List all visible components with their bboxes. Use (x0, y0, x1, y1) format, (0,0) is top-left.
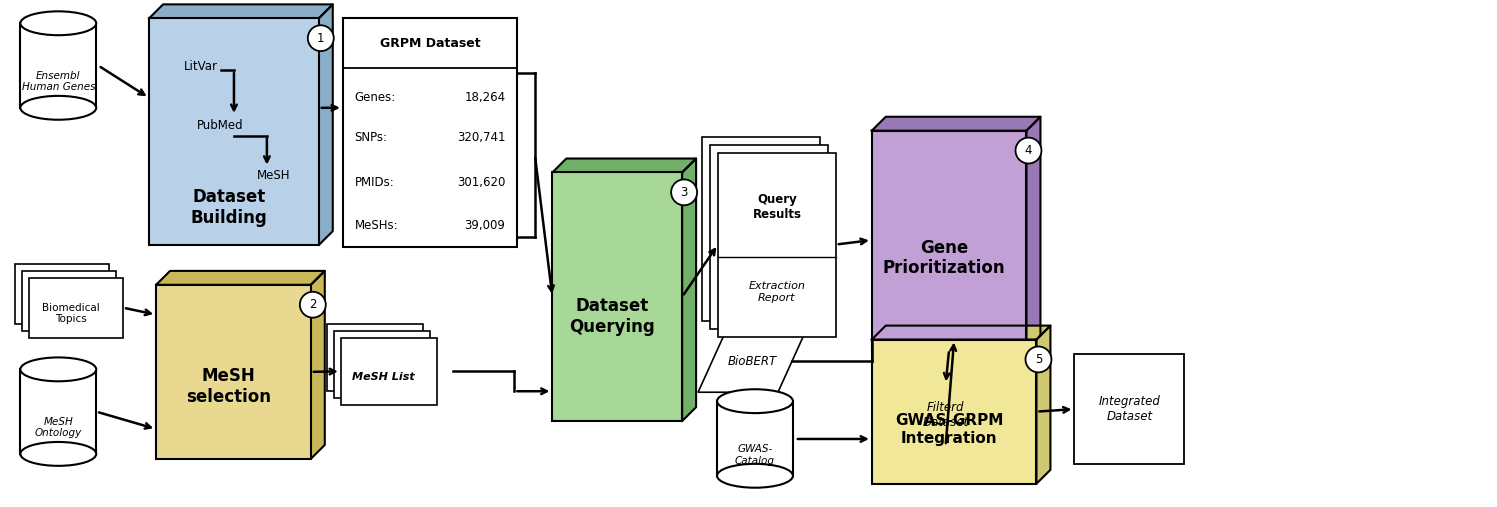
Text: Ensembl
Human Genes: Ensembl Human Genes (21, 70, 94, 92)
Text: MeSH
selection: MeSH selection (186, 368, 271, 406)
Circle shape (299, 292, 326, 318)
FancyBboxPatch shape (1075, 354, 1184, 464)
Text: Biomedical
Topics: Biomedical Topics (42, 303, 100, 324)
Text: MeSH: MeSH (257, 169, 290, 182)
Text: 2: 2 (308, 298, 316, 311)
FancyBboxPatch shape (156, 285, 311, 459)
Polygon shape (871, 325, 1051, 340)
FancyBboxPatch shape (886, 384, 1004, 446)
Ellipse shape (21, 357, 96, 381)
Text: 5: 5 (1034, 353, 1042, 366)
Polygon shape (319, 5, 332, 245)
Text: 4: 4 (1025, 144, 1033, 157)
FancyBboxPatch shape (15, 264, 109, 323)
Polygon shape (311, 271, 325, 459)
FancyBboxPatch shape (702, 137, 820, 320)
FancyBboxPatch shape (341, 338, 437, 405)
FancyBboxPatch shape (326, 323, 422, 391)
Polygon shape (156, 271, 325, 285)
Ellipse shape (21, 442, 96, 466)
Text: GWAS-GRPM
Integration: GWAS-GRPM Integration (895, 413, 1003, 446)
Text: Query
Results: Query Results (753, 193, 801, 221)
Circle shape (1015, 137, 1042, 163)
Text: LitVar: LitVar (184, 59, 219, 73)
Text: 18,264: 18,264 (464, 91, 506, 104)
FancyBboxPatch shape (150, 18, 319, 245)
Polygon shape (150, 5, 332, 18)
Text: MeSH List: MeSH List (352, 372, 415, 382)
Text: 320,741: 320,741 (457, 131, 506, 144)
FancyBboxPatch shape (719, 153, 835, 337)
Text: Filterd
Dataset: Filterd Dataset (922, 401, 969, 429)
Text: Extraction
Report: Extraction Report (748, 281, 805, 303)
Text: Genes:: Genes: (355, 91, 397, 104)
FancyBboxPatch shape (343, 18, 518, 247)
Text: 39,009: 39,009 (464, 219, 506, 232)
Polygon shape (1027, 117, 1040, 349)
Circle shape (308, 25, 334, 51)
Bar (21, 370, 96, 454)
Polygon shape (552, 159, 696, 172)
Text: MeSHs:: MeSHs: (355, 219, 398, 232)
FancyBboxPatch shape (871, 340, 1036, 484)
Text: Dataset
Building: Dataset Building (190, 188, 268, 227)
Text: Dataset
Querying: Dataset Querying (569, 297, 656, 336)
Polygon shape (1036, 325, 1051, 484)
Text: Gene
Prioritization: Gene Prioritization (883, 239, 1006, 277)
Ellipse shape (21, 96, 96, 120)
Polygon shape (698, 331, 805, 392)
Bar (717, 401, 793, 476)
Ellipse shape (21, 11, 96, 35)
Text: MeSH
Ontology: MeSH Ontology (34, 417, 82, 438)
Text: GWAS-
Catalog: GWAS- Catalog (735, 445, 775, 466)
Text: BioBERT: BioBERT (728, 355, 777, 368)
Bar (21, 23, 96, 108)
FancyBboxPatch shape (22, 271, 117, 331)
Text: 301,620: 301,620 (457, 176, 506, 189)
Ellipse shape (717, 389, 793, 413)
FancyBboxPatch shape (552, 172, 683, 421)
Polygon shape (871, 117, 1040, 131)
Text: 1: 1 (317, 31, 325, 45)
Text: GRPM Dataset: GRPM Dataset (380, 37, 481, 50)
Text: Integrated
Dataset: Integrated Dataset (1099, 395, 1160, 423)
FancyBboxPatch shape (710, 144, 828, 329)
Circle shape (1025, 346, 1051, 372)
Text: PMIDs:: PMIDs: (355, 176, 395, 189)
Text: PubMed: PubMed (198, 119, 244, 132)
Polygon shape (683, 159, 696, 421)
FancyBboxPatch shape (871, 131, 1027, 349)
Text: 3: 3 (681, 186, 687, 199)
Circle shape (671, 179, 698, 205)
FancyBboxPatch shape (30, 278, 123, 338)
Ellipse shape (717, 464, 793, 488)
Text: SNPs:: SNPs: (355, 131, 388, 144)
FancyBboxPatch shape (334, 331, 430, 398)
